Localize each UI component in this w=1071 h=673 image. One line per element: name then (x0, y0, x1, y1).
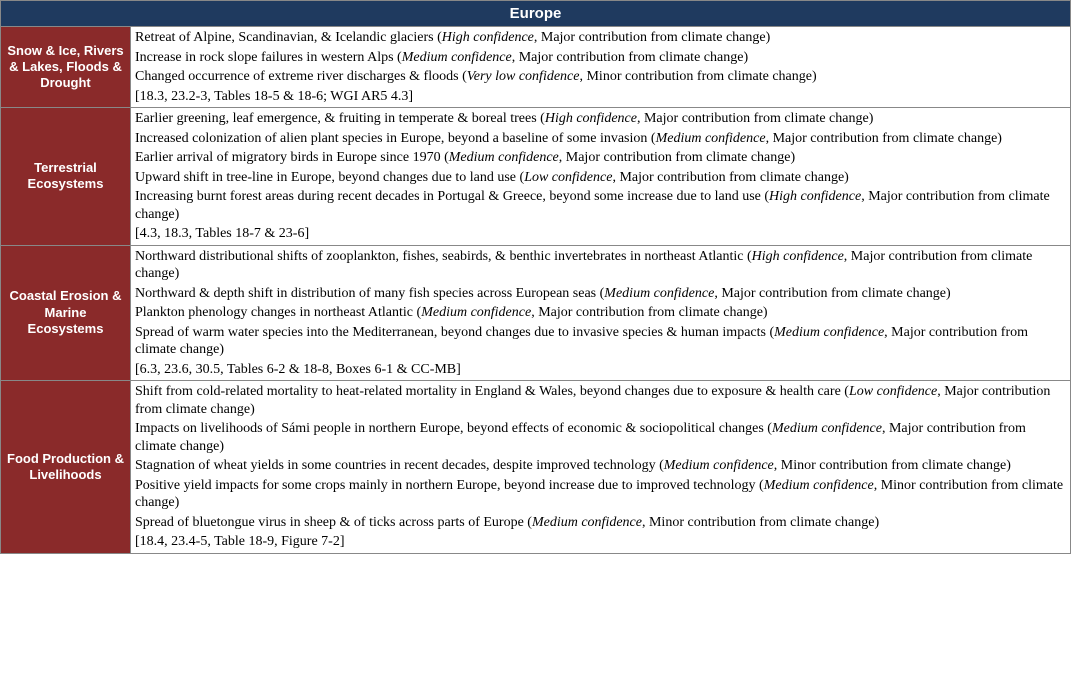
reference: [18.4, 23.4-5, Table 18-9, Figure 7-2] (135, 533, 1066, 551)
table-row: Coastal Erosion & Marine Ecosystems Nort… (1, 245, 1071, 381)
confidence: Medium confidence (764, 478, 874, 493)
category-label: Snow & Ice, Rivers & Lakes, Floods & Dro… (7, 43, 123, 91)
contribution: Minor contribution from climate change (649, 515, 875, 530)
impact-text: Earlier arrival of migratory birds in Eu… (135, 150, 441, 165)
impact-text: Plankton phenology changes in northeast … (135, 305, 413, 320)
content-cell: Northward distributional shifts of zoopl… (131, 245, 1071, 381)
reference: [4.3, 18.3, Tables 18-7 & 23-6] (135, 225, 1066, 243)
region-header: Europe (1, 1, 1071, 27)
category-cell-snow-ice: Snow & Ice, Rivers & Lakes, Floods & Dro… (1, 27, 131, 108)
contribution: Major contribution from climate change (619, 170, 844, 185)
contribution: Major contribution from climate change (538, 305, 763, 320)
impact-item: Earlier greening, leaf emergence, & frui… (135, 110, 1066, 128)
impact-item: Changed occurrence of extreme river disc… (135, 68, 1066, 86)
confidence: High confidence (545, 111, 637, 126)
confidence: Low confidence (524, 170, 612, 185)
impact-item: Northward & depth shift in distribution … (135, 285, 1066, 303)
confidence: High confidence (752, 249, 844, 264)
confidence: Medium confidence (402, 50, 512, 65)
table-row: Food Production & Livelihoods Shift from… (1, 381, 1071, 554)
contribution: Minor contribution from climate change (586, 69, 812, 84)
category-label: Terrestrial Ecosystems (28, 160, 104, 191)
impact-item: Increased colonization of alien plant sp… (135, 130, 1066, 148)
confidence: Medium confidence (604, 286, 714, 301)
impact-text: Increased colonization of alien plant sp… (135, 131, 647, 146)
confidence: Medium confidence (656, 131, 766, 146)
confidence: Very low confidence (467, 69, 580, 84)
impact-item: Northward distributional shifts of zoopl… (135, 248, 1066, 283)
category-cell-terrestrial: Terrestrial Ecosystems (1, 108, 131, 246)
impact-text: Spread of bluetongue virus in sheep & of… (135, 515, 524, 530)
reference: [18.3, 23.2-3, Tables 18-5 & 18-6; WGI A… (135, 88, 1066, 106)
impact-text: Northward & depth shift in distribution … (135, 286, 596, 301)
impact-text: Upward shift in tree-line in Europe, bey… (135, 170, 516, 185)
impact-item: Stagnation of wheat yields in some count… (135, 457, 1066, 475)
confidence: Medium confidence (774, 325, 884, 340)
header-row: Europe (1, 1, 1071, 27)
content-cell: Shift from cold-related mortality to hea… (131, 381, 1071, 554)
content-cell: Retreat of Alpine, Scandinavian, & Icela… (131, 27, 1071, 108)
impact-item: Impacts on livelihoods of Sámi people in… (135, 420, 1066, 455)
contribution: Major contribution from climate change (721, 286, 946, 301)
confidence: Medium confidence (449, 150, 559, 165)
table-row: Snow & Ice, Rivers & Lakes, Floods & Dro… (1, 27, 1071, 108)
contribution: Minor contribution from climate change (781, 458, 1007, 473)
confidence: Medium confidence (421, 305, 531, 320)
impact-text: Shift from cold-related mortality to hea… (135, 384, 841, 399)
contribution: Major contribution from climate change (519, 50, 744, 65)
confidence: Medium confidence (532, 515, 642, 530)
reference: [6.3, 23.6, 30.5, Tables 6-2 & 18-8, Box… (135, 361, 1066, 379)
impact-item: Increase in rock slope failures in weste… (135, 49, 1066, 67)
content-cell: Earlier greening, leaf emergence, & frui… (131, 108, 1071, 246)
confidence: Low confidence (849, 384, 937, 399)
impact-text: Spread of warm water species into the Me… (135, 325, 766, 340)
impact-item: Shift from cold-related mortality to hea… (135, 383, 1066, 418)
impact-text: Changed occurrence of extreme river disc… (135, 69, 459, 84)
table-container: Europe Snow & Ice, Rivers & Lakes, Flood… (0, 0, 1071, 554)
impact-item: Spread of bluetongue virus in sheep & of… (135, 514, 1066, 532)
category-cell-coastal: Coastal Erosion & Marine Ecosystems (1, 245, 131, 381)
impact-item: Positive yield impacts for some crops ma… (135, 477, 1066, 512)
impact-item: Plankton phenology changes in northeast … (135, 304, 1066, 322)
contribution: Major contribution from climate change (541, 30, 766, 45)
category-label: Coastal Erosion & Marine Ecosystems (10, 288, 122, 336)
contribution: Major contribution from climate change (773, 131, 998, 146)
category-label: Food Production & Livelihoods (7, 451, 124, 482)
impact-text: Stagnation of wheat yields in some count… (135, 458, 656, 473)
impacts-table: Europe Snow & Ice, Rivers & Lakes, Flood… (0, 0, 1071, 554)
table-row: Terrestrial Ecosystems Earlier greening,… (1, 108, 1071, 246)
impact-text: Increase in rock slope failures in weste… (135, 50, 394, 65)
impact-item: Spread of warm water species into the Me… (135, 324, 1066, 359)
confidence: High confidence (442, 30, 534, 45)
contribution: Major contribution from climate change (644, 111, 869, 126)
impact-text: Northward distributional shifts of zoopl… (135, 249, 743, 264)
impact-text: Impacts on livelihoods of Sámi people in… (135, 421, 764, 436)
impact-item: Retreat of Alpine, Scandinavian, & Icela… (135, 29, 1066, 47)
impact-item: Increasing burnt forest areas during rec… (135, 188, 1066, 223)
contribution: Major contribution from climate change (566, 150, 791, 165)
impact-item: Upward shift in tree-line in Europe, bey… (135, 169, 1066, 187)
impact-text: Increasing burnt forest areas during rec… (135, 189, 761, 204)
impact-text: Earlier greening, leaf emergence, & frui… (135, 111, 537, 126)
impact-item: Earlier arrival of migratory birds in Eu… (135, 149, 1066, 167)
confidence: Medium confidence (772, 421, 882, 436)
impact-text: Positive yield impacts for some crops ma… (135, 478, 756, 493)
category-cell-food: Food Production & Livelihoods (1, 381, 131, 554)
confidence: High confidence (769, 189, 861, 204)
confidence: Medium confidence (664, 458, 774, 473)
impact-text: Retreat of Alpine, Scandinavian, & Icela… (135, 30, 434, 45)
